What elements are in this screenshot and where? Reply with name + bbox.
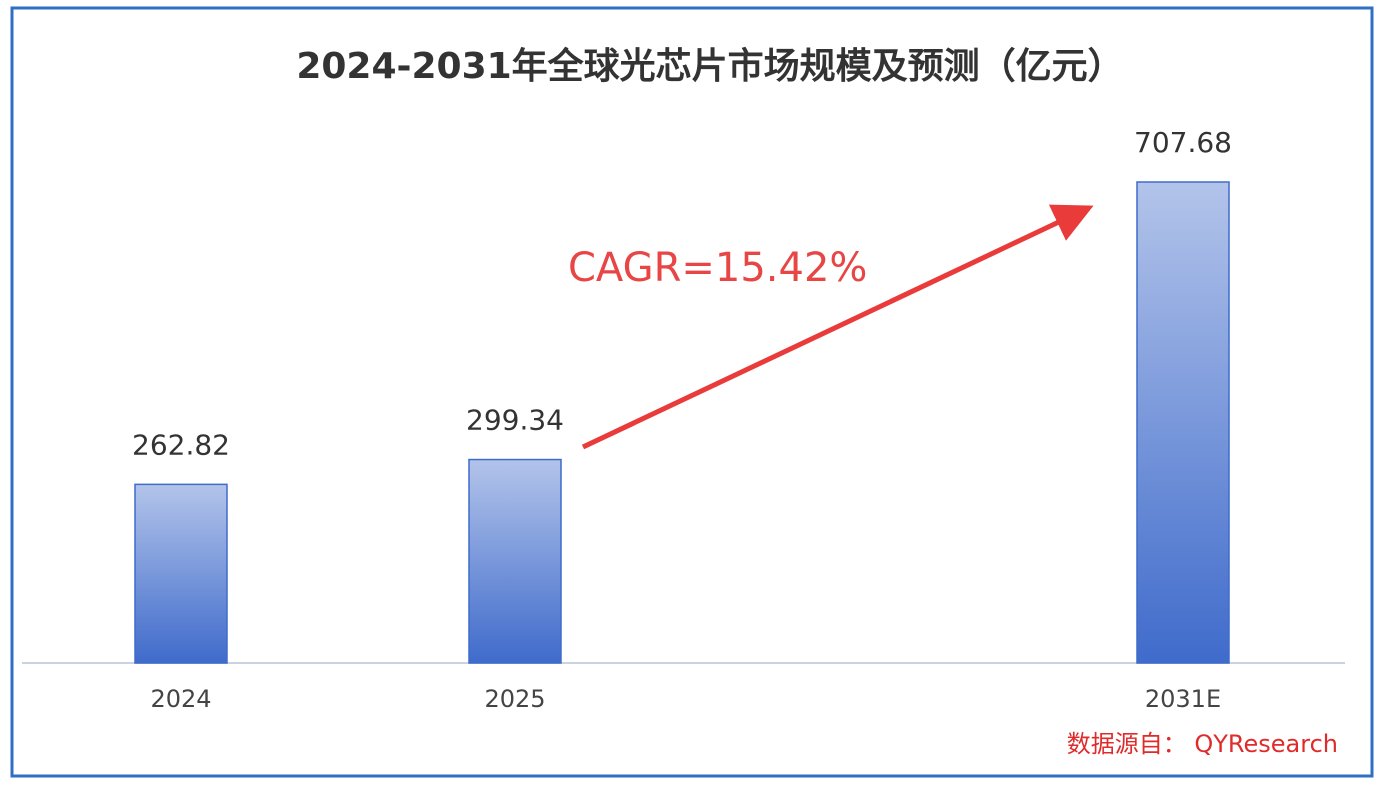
value-label: 262.82 bbox=[132, 428, 230, 461]
value-label: 707.68 bbox=[1134, 126, 1232, 159]
x-tick-label: 2024 bbox=[150, 685, 211, 713]
frame bbox=[10, 6, 1374, 778]
x-tick-label: 2025 bbox=[484, 685, 545, 713]
chart-title: 2024-2031年全球光芯片市场规模及预测（亿元） bbox=[296, 45, 1123, 87]
annotation: CAGR=15.42% bbox=[568, 245, 867, 291]
value-label: 299.34 bbox=[466, 404, 564, 437]
bar bbox=[468, 458, 562, 664]
source: 数据源自： QYResearch bbox=[1067, 730, 1338, 758]
bar bbox=[1136, 181, 1230, 664]
x-tick-label: 2031E bbox=[1145, 685, 1221, 713]
trend-arrow bbox=[581, 204, 1094, 450]
bar bbox=[134, 483, 228, 664]
